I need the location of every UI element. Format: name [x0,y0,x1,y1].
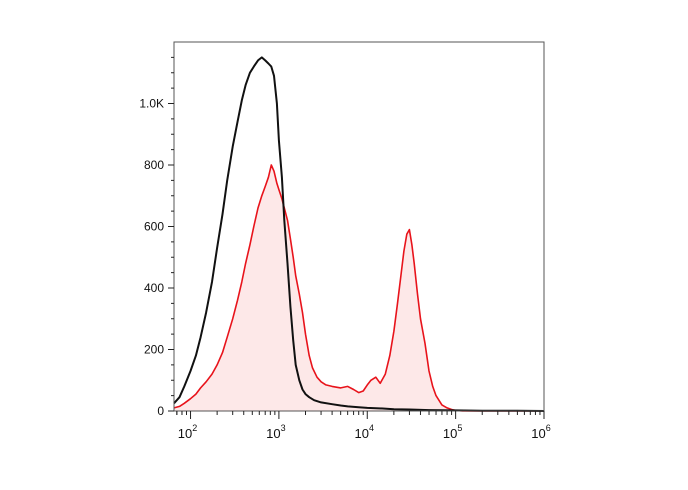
x-tick-label-3: 105 [443,423,462,441]
series-fill-0 [174,165,544,411]
series-line-0 [173,164,544,412]
series-line-1 [173,56,545,412]
y-tick-label-0: 0 [157,404,164,418]
plot-area [173,56,545,412]
x-tick-label-4: 106 [531,423,550,441]
x-tick-label-1: 103 [266,423,285,441]
y-tick-label-4: 800 [144,158,164,172]
axes: 0 200 400 600 800 1.0K 102 103 104 105 106 [139,56,551,441]
x-tick-label-0: 102 [178,423,197,441]
y-tick-label-5: 1.0K [139,97,164,111]
x-tick-label-2: 104 [355,423,374,441]
y-tick-label-2: 400 [144,281,164,295]
y-tick-label-1: 200 [144,343,164,357]
y-tick-label-3: 600 [144,220,164,234]
